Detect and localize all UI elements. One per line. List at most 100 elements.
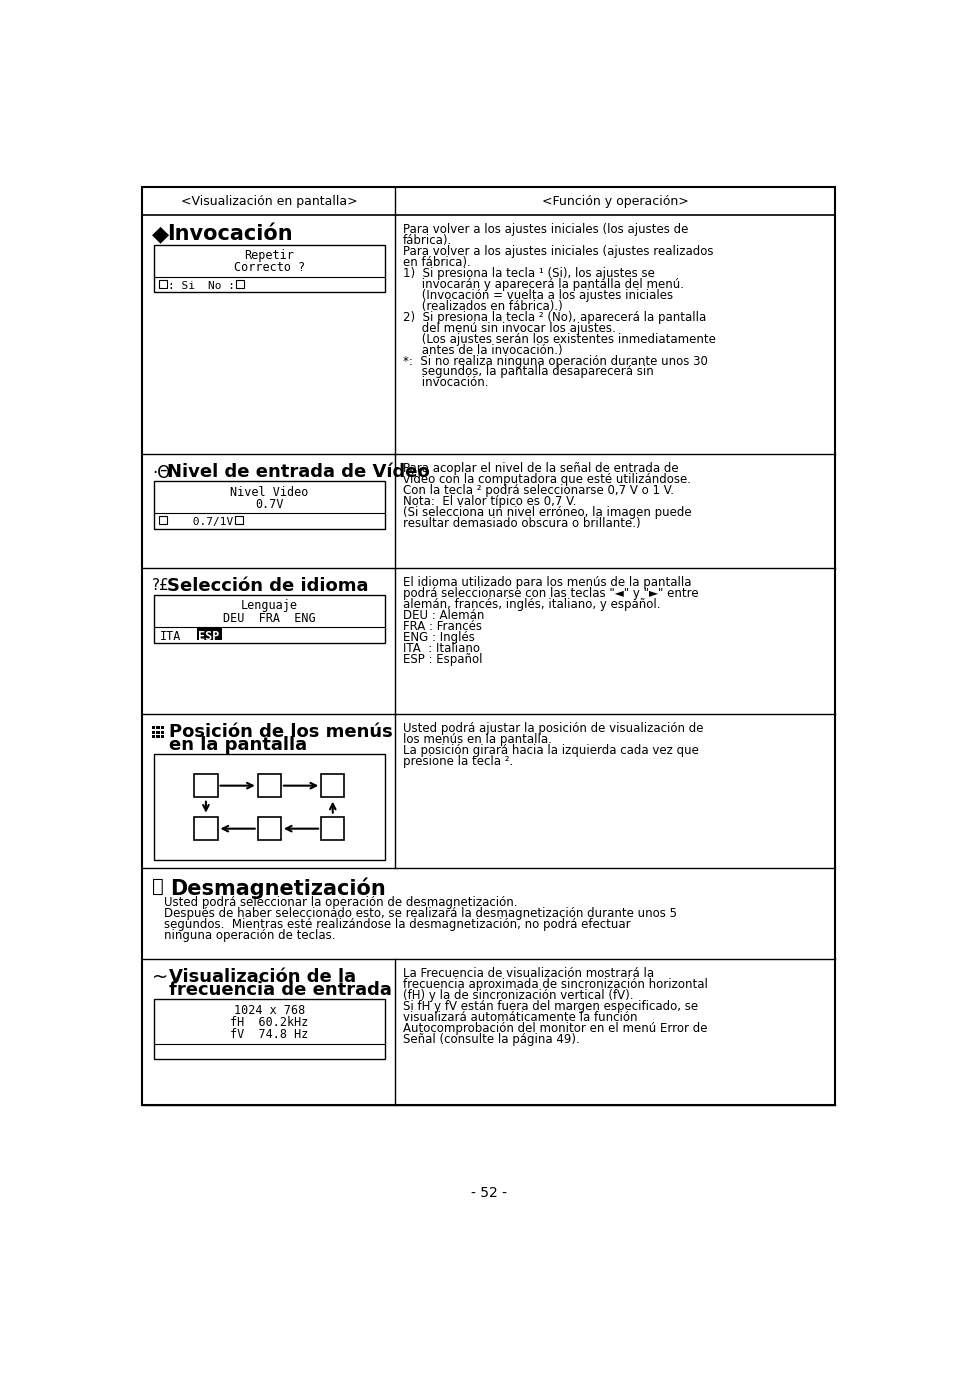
Text: Con la tecla ² podrá seleccionarse 0,7 V o 1 V.: Con la tecla ² podrá seleccionarse 0,7 V… (403, 484, 674, 497)
Text: frecuencia de entrada: frecuencia de entrada (169, 981, 392, 999)
Text: alemán, francés, inglés, italiano, y español.: alemán, francés, inglés, italiano, y esp… (403, 598, 659, 611)
Text: Usted podrá ajustar la posición de visualización de: Usted podrá ajustar la posición de visua… (403, 722, 703, 736)
Text: Desmagnetización: Desmagnetización (171, 878, 386, 898)
Text: *:  Si no realiza ninguna operación durante unos 30: *: Si no realiza ninguna operación duran… (403, 355, 707, 367)
Text: fH  60.2kHz: fH 60.2kHz (230, 1016, 308, 1029)
Bar (156, 731, 159, 734)
Bar (154, 595, 384, 643)
Text: vídeo con la computadora que esté utilizándose.: vídeo con la computadora que esté utiliz… (403, 473, 690, 486)
Text: (Invocación = vuelta a los ajustes iniciales: (Invocación = vuelta a los ajustes inici… (403, 288, 673, 302)
Text: ◆: ◆ (152, 224, 169, 244)
Text: 2)  Si presiona la tecla ² (No), aparecerá la pantalla: 2) Si presiona la tecla ² (No), aparecer… (403, 310, 705, 324)
Text: Visualización de la: Visualización de la (169, 967, 355, 985)
Text: invocarán y aparecerá la pantalla del menú.: invocarán y aparecerá la pantalla del me… (403, 277, 683, 291)
Text: ITA  : Italiano: ITA : Italiano (403, 642, 479, 654)
Bar (142, 188, 835, 1105)
Text: La posición girará hacia la izquierda cada vez que: La posición girará hacia la izquierda ca… (403, 744, 699, 758)
Text: resultar demasiado obscura o brillante.): resultar demasiado obscura o brillante.) (403, 516, 640, 530)
Bar (152, 726, 154, 729)
Text: ninguna operación de teclas.: ninguna operación de teclas. (164, 929, 335, 943)
Text: Nivel Video: Nivel Video (230, 486, 308, 498)
Text: Correcto ?: Correcto ? (233, 261, 305, 275)
Text: ~: ~ (152, 967, 168, 987)
Text: FRA : Francés: FRA : Francés (403, 620, 481, 633)
Text: 1)  Si presiona la tecla ¹ (Si), los ajustes se: 1) Si presiona la tecla ¹ (Si), los ajus… (403, 268, 655, 280)
Bar (156, 736, 159, 738)
Text: <Visualización en pantalla>: <Visualización en pantalla> (180, 195, 356, 207)
Bar (158, 516, 167, 524)
Text: Para volver a los ajustes iniciales (los ajustes de: Para volver a los ajustes iniciales (los… (403, 224, 688, 236)
Bar (194, 817, 217, 840)
Text: 1: 1 (160, 280, 165, 290)
Bar (154, 480, 384, 529)
Text: Después de haber seleccionado esto, se realizará la desmagnetización durante uno: Después de haber seleccionado esto, se r… (164, 907, 677, 919)
Text: La Frecuencia de visualización mostrará la: La Frecuencia de visualización mostrará … (403, 967, 654, 980)
Text: ESP : Español: ESP : Español (403, 653, 482, 665)
Text: ITA: ITA (160, 629, 181, 643)
Text: DEU  FRA  ENG: DEU FRA ENG (223, 611, 315, 625)
Text: 2: 2 (237, 280, 243, 290)
Text: (Los ajustes serán los existentes inmediatamente: (Los ajustes serán los existentes inmedi… (403, 333, 716, 346)
Text: antes de la invocación.): antes de la invocación.) (403, 344, 562, 356)
Text: fV  74.8 Hz: fV 74.8 Hz (230, 1028, 308, 1042)
Text: los menús en la pantalla.: los menús en la pantalla. (403, 733, 552, 747)
Bar (196, 628, 221, 639)
Bar (152, 736, 154, 738)
Bar (161, 731, 164, 734)
Bar (161, 726, 164, 729)
Text: Autocomprobación del monitor en el menú Error de: Autocomprobación del monitor en el menú … (403, 1021, 707, 1035)
Bar (152, 731, 154, 734)
Text: ·Θ: ·Θ (152, 464, 170, 482)
Text: - 52 -: - 52 - (471, 1187, 506, 1201)
Bar (194, 774, 217, 798)
Bar (236, 280, 244, 287)
Text: : Si: : Si (168, 280, 194, 291)
Text: Si fH y fV están fuera del margen especificado, se: Si fH y fV están fuera del margen especi… (403, 1000, 698, 1013)
Text: 1024 x 768: 1024 x 768 (233, 1003, 305, 1017)
Text: Usted podrá seleccionar la operación de desmagnetización.: Usted podrá seleccionar la operación de … (164, 896, 517, 908)
Text: del menú sin invocar los ajustes.: del menú sin invocar los ajustes. (403, 322, 616, 335)
Bar (158, 280, 167, 287)
Bar (161, 736, 164, 738)
Text: Lenguaje: Lenguaje (240, 599, 297, 613)
Text: DEU : Alemán: DEU : Alemán (403, 609, 484, 622)
Text: <Función y operación>: <Función y operación> (541, 195, 688, 207)
Text: podrá seleccionarse con las teclas "◄" y "►" entre: podrá seleccionarse con las teclas "◄" y… (403, 586, 698, 600)
Text: (realizados en fábrica).): (realizados en fábrica).) (403, 299, 562, 313)
Text: ?£: ?£ (152, 578, 170, 592)
Text: Posición de los menús: Posición de los menús (169, 723, 393, 741)
Text: invocación.: invocación. (403, 377, 488, 389)
Bar (156, 726, 159, 729)
Bar (321, 774, 344, 798)
Bar (235, 516, 243, 524)
Text: મ: મ (152, 878, 163, 896)
Text: Repetir: Repetir (244, 250, 294, 262)
Text: Nivel de entrada de Vídeo: Nivel de entrada de Vídeo (167, 462, 430, 480)
Text: segundos.  Mientras esté realizándose la desmagnetización, no podrá efectuar: segundos. Mientras esté realizándose la … (164, 918, 630, 932)
Text: fábrica).: fábrica). (403, 235, 452, 247)
Text: El idioma utilizado para los menús de la pantalla: El idioma utilizado para los menús de la… (403, 575, 691, 589)
Text: Señal (consulte la página 49).: Señal (consulte la página 49). (403, 1032, 579, 1046)
Text: presione la tecla ².: presione la tecla ². (403, 755, 513, 769)
Bar (257, 774, 281, 798)
Text: en fábrica).: en fábrica). (403, 257, 471, 269)
Text: Para acoplar el nivel de la señal de entrada de: Para acoplar el nivel de la señal de ent… (403, 462, 678, 475)
Text: (fH) y la de sincronización vertical (fV).: (fH) y la de sincronización vertical (fV… (403, 989, 633, 1002)
Bar (321, 817, 344, 840)
Text: (Si selecciona un nivel erróneo, la imagen puede: (Si selecciona un nivel erróneo, la imag… (403, 506, 691, 519)
Text: Selección de idioma: Selección de idioma (167, 577, 369, 595)
Text: Para volver a los ajustes iniciales (ajustes realizados: Para volver a los ajustes iniciales (aju… (403, 246, 713, 258)
Text: frecuencia aproximada de sincronización horizontal: frecuencia aproximada de sincronización … (403, 978, 707, 991)
Text: ESP: ESP (198, 629, 219, 643)
Text: Nota:  El valor típico es 0,7 V.: Nota: El valor típico es 0,7 V. (403, 495, 576, 508)
Bar (154, 244, 384, 293)
Bar (154, 999, 384, 1058)
Text: ENG : Inglés: ENG : Inglés (403, 631, 475, 643)
Text: Invocación: Invocación (167, 224, 293, 244)
Bar (257, 817, 281, 840)
Text: en la pantalla: en la pantalla (169, 736, 307, 753)
Text: No :: No : (208, 280, 242, 291)
Bar (154, 755, 384, 860)
Text: 2: 2 (236, 518, 242, 526)
Text: 0.7/1V :: 0.7/1V : (158, 518, 253, 527)
